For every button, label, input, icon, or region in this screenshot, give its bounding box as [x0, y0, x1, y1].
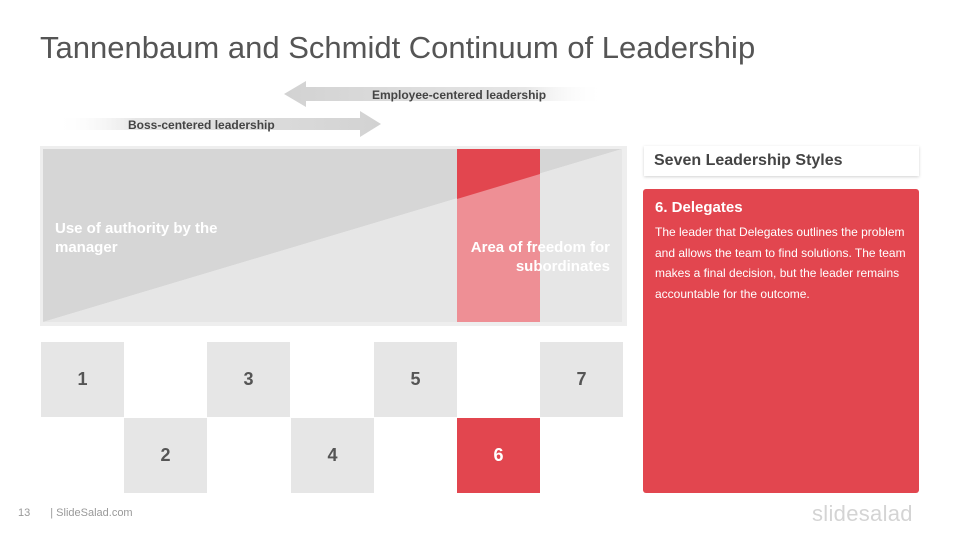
style-box-4[interactable]: 4 — [291, 418, 374, 493]
style-box-1[interactable]: 1 — [41, 342, 124, 417]
footer: 13 | SlideSalad.com — [18, 507, 133, 519]
footer-site: | SlideSalad.com — [50, 507, 133, 519]
employee-centered-label: Employee-centered leadership — [372, 88, 547, 102]
style-box-2[interactable]: 2 — [124, 418, 207, 493]
leadership-arrows — [55, 81, 605, 137]
panel-text: The leader that Delegates outlines the p… — [655, 225, 906, 301]
slidesalad-logo: slidesalad — [812, 501, 913, 526]
slide-title: Tannenbaum and Schmidt Continuum of Lead… — [40, 30, 756, 65]
style-description-panel: 6. Delegates The leader that Delegates o… — [643, 189, 919, 493]
boss-centered-label: Boss-centered leadership — [128, 118, 275, 132]
employee-centered-arrow — [284, 81, 605, 107]
boss-centered-arrow — [55, 111, 381, 137]
panel-title: 6. Delegates — [655, 199, 743, 216]
style-box-6[interactable]: 6 — [457, 418, 540, 493]
continuum-diagram — [40, 146, 627, 326]
style-box-5[interactable]: 5 — [374, 342, 457, 417]
authority-label: Use of authority by the manager — [55, 220, 218, 256]
freedom-label: Area of freedom for subordinates — [470, 239, 610, 275]
style-box-3[interactable]: 3 — [207, 342, 290, 417]
page-number: 13 — [18, 507, 31, 519]
panel-heading: Seven Leadership Styles — [644, 146, 919, 176]
selected-style-column-top — [457, 149, 540, 199]
style-box-7[interactable]: 7 — [540, 342, 623, 417]
